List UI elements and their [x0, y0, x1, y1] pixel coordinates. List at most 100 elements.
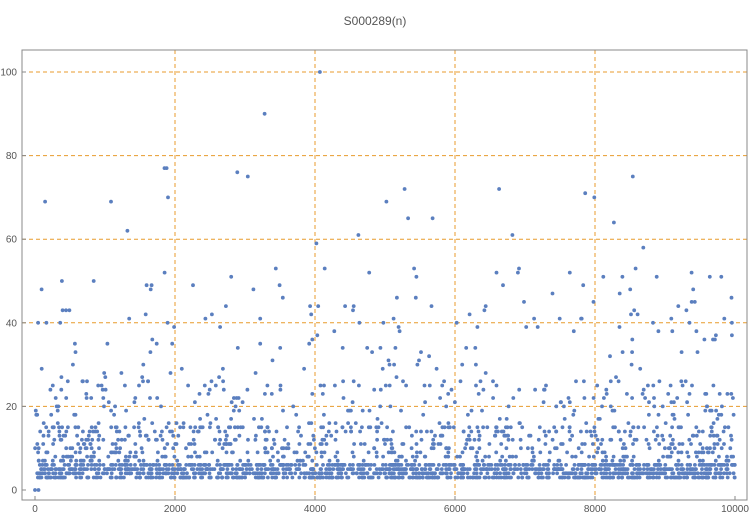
data-point	[86, 437, 90, 442]
data-point	[140, 375, 145, 379]
data-point	[515, 467, 520, 471]
data-point	[318, 70, 322, 74]
data-point	[510, 233, 515, 237]
data-point	[102, 371, 107, 375]
data-point	[60, 279, 64, 283]
data-point	[172, 475, 177, 480]
data-point	[625, 454, 629, 459]
data-point	[123, 437, 127, 442]
data-point	[490, 475, 495, 480]
data-point	[207, 387, 212, 392]
data-point	[685, 400, 689, 405]
data-point	[530, 450, 535, 455]
data-point	[518, 467, 523, 471]
data-point	[536, 437, 541, 442]
data-point	[680, 442, 685, 446]
data-point	[95, 429, 100, 434]
data-point	[681, 471, 686, 476]
data-point	[349, 425, 353, 430]
data-point	[604, 458, 608, 463]
data-point	[533, 387, 537, 392]
data-point	[36, 320, 40, 325]
data-point	[731, 471, 736, 476]
data-point	[591, 396, 596, 400]
data-point	[185, 471, 189, 476]
data-point	[208, 425, 212, 430]
data-point	[85, 467, 89, 471]
data-point	[474, 475, 479, 480]
data-point	[530, 467, 535, 471]
data-point	[39, 366, 44, 371]
data-point	[642, 425, 646, 430]
data-point	[690, 383, 694, 388]
data-point	[630, 350, 634, 354]
data-point	[592, 429, 597, 434]
data-point	[102, 467, 107, 471]
data-point	[413, 475, 418, 480]
data-point	[562, 404, 566, 409]
data-point	[445, 475, 450, 480]
data-point	[547, 429, 551, 434]
data-point	[464, 442, 469, 446]
data-point	[240, 400, 245, 405]
data-point	[671, 437, 675, 442]
data-point	[53, 396, 58, 400]
data-point	[198, 471, 203, 476]
data-point	[710, 450, 715, 455]
data-point	[220, 475, 225, 480]
x-tick-label: 2000	[164, 504, 187, 515]
data-point	[715, 417, 720, 421]
data-point	[514, 454, 518, 459]
data-point	[124, 454, 128, 459]
data-point	[315, 333, 320, 338]
data-point	[179, 467, 183, 471]
data-point	[293, 463, 298, 467]
data-point	[271, 471, 276, 476]
data-point	[278, 387, 283, 392]
data-point	[529, 463, 533, 467]
data-point	[48, 387, 53, 392]
data-point	[393, 475, 397, 480]
data-point	[399, 408, 403, 413]
data-point	[319, 454, 324, 459]
data-point	[498, 458, 503, 463]
data-point	[682, 475, 686, 480]
data-point	[77, 471, 82, 476]
data-point	[46, 429, 51, 434]
data-point	[638, 366, 643, 371]
data-point	[720, 404, 724, 409]
data-point	[695, 350, 700, 354]
data-point	[351, 463, 355, 467]
data-point	[487, 454, 491, 459]
data-point	[195, 454, 200, 459]
data-point	[721, 429, 726, 434]
data-point	[516, 270, 520, 275]
data-point	[474, 454, 478, 459]
data-point	[469, 408, 474, 413]
data-point	[90, 437, 95, 442]
data-point	[704, 467, 708, 471]
data-point	[326, 429, 331, 434]
data-point	[722, 316, 727, 321]
data-point	[384, 199, 389, 204]
data-point	[227, 425, 231, 430]
data-point	[477, 433, 482, 438]
data-point	[73, 425, 78, 430]
data-point	[193, 471, 198, 476]
data-point	[383, 463, 388, 467]
data-point	[278, 346, 283, 350]
data-point	[666, 392, 671, 396]
data-point	[505, 425, 510, 430]
data-point	[74, 475, 78, 480]
data-point	[349, 429, 353, 434]
data-point	[570, 467, 575, 471]
data-point	[381, 320, 386, 325]
data-point	[346, 475, 351, 480]
data-point	[114, 425, 119, 430]
data-point	[158, 475, 163, 480]
data-point	[545, 467, 550, 471]
data-point	[282, 471, 287, 476]
data-point	[584, 429, 589, 434]
data-point	[219, 467, 223, 471]
data-point	[89, 463, 94, 467]
